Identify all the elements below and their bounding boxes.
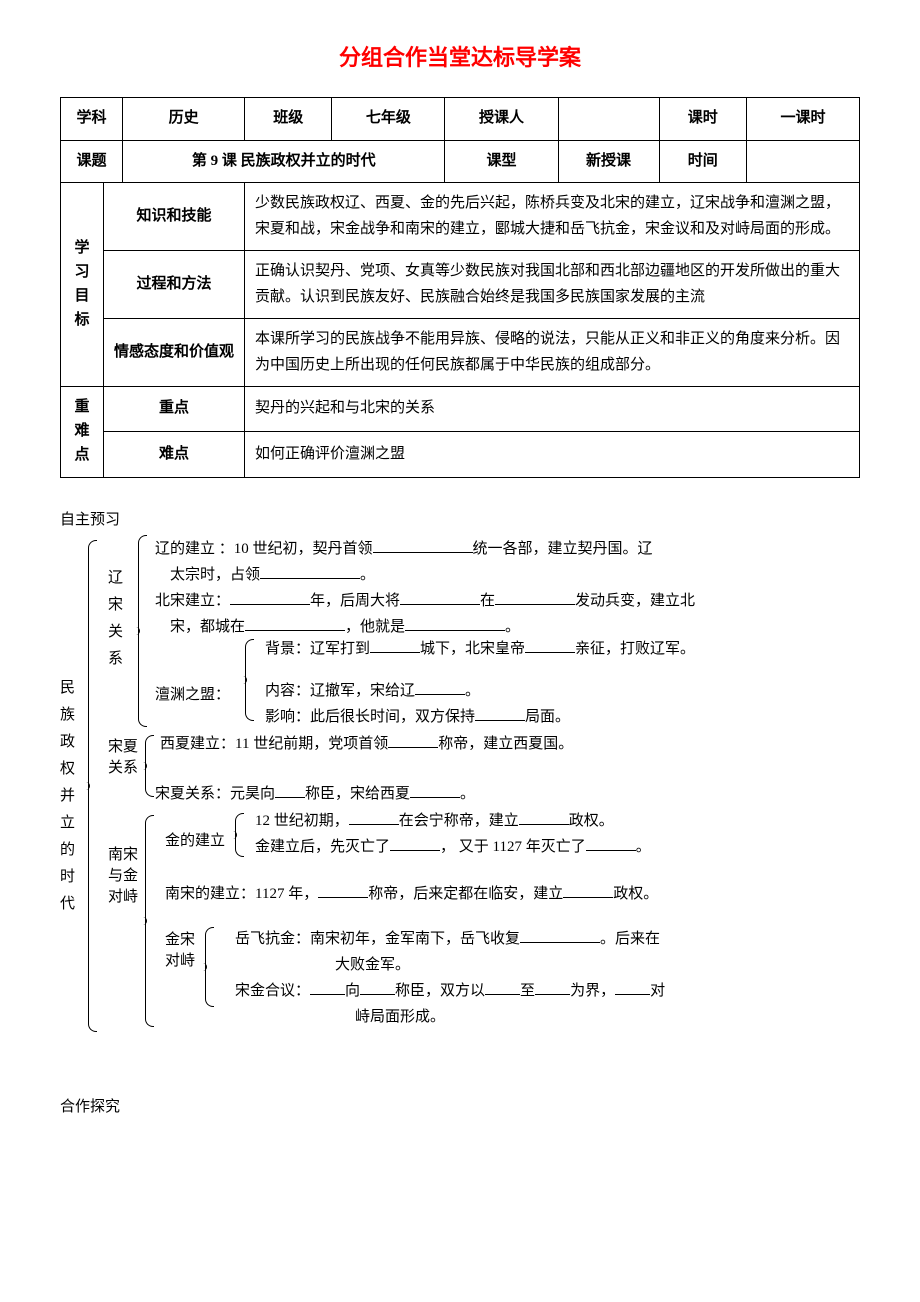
- line-heyi-1: 宋金合议：向称臣，双方以至为界，对: [235, 977, 665, 1006]
- label-time: 时间: [659, 140, 746, 183]
- table-row: 学习目标 知识和技能 少数民族政权辽、西夏、金的先后兴起，陈桥兵变及北宋的建立，…: [61, 183, 860, 251]
- table-row: 学科 历史 班级 七年级 授课人 课时 一课时: [61, 98, 860, 141]
- label-type: 课型: [445, 140, 558, 183]
- label-knowledge: 知识和技能: [104, 183, 245, 251]
- text-process: 正确认识契丹、党项、女真等少数民族对我国北部和西北部边疆地区的开发所做出的重大贡…: [245, 251, 860, 319]
- brace-chanyuan: [245, 639, 254, 721]
- value-type: 新授课: [558, 140, 659, 183]
- line-liao-1: 辽的建立 ：10 世纪初，契丹首领统一各部，建立契丹国。辽: [155, 535, 653, 564]
- label-period: 课时: [659, 98, 746, 141]
- value-class: 七年级: [332, 98, 445, 141]
- text-attitude: 本课所学习的民族战争不能用异族、侵略的说法，只能从正义和非正义的角度来分析。因为…: [245, 319, 860, 387]
- line-liao-2: 太宗时，占领。: [170, 561, 375, 590]
- line-heyi-2: 峙局面形成。: [355, 1003, 445, 1032]
- line-xixia-1: 西夏建立：11 世纪前期，党项首领称帝，建立西夏国。: [160, 730, 573, 759]
- root-label: 民族政权并立的时代: [60, 675, 75, 918]
- table-row: 过程和方法 正确认识契丹、党项、女真等少数民族对我国北部和西北部边疆地区的开发所…: [61, 251, 860, 319]
- table-row: 难点 如何正确评价澶渊之盟: [61, 432, 860, 477]
- label-attitude: 情感态度和价值观: [104, 319, 245, 387]
- line-cy-bg: 背景：辽军打到城下，北宋皇帝亲征，打败辽军。: [265, 635, 695, 664]
- brace-root: [88, 540, 97, 1032]
- value-period: 一课时: [746, 98, 859, 141]
- brace-xixia: [145, 735, 154, 797]
- table-row: 重难点 重点 契丹的兴起和与北宋的关系: [61, 387, 860, 432]
- line-cy-impact: 影响：此后很长时间，双方保持局面。: [265, 703, 570, 732]
- table-row: 情感态度和价值观 本课所学习的民族战争不能用异族、侵略的说法，只能从正义和非正义…: [61, 319, 860, 387]
- text-knowledge: 少数民族政权辽、西夏、金的先后兴起，陈桥兵变及北宋的建立，辽宋战争和澶渊之盟，宋…: [245, 183, 860, 251]
- label-keypoints: 重难点: [61, 387, 104, 478]
- label-difficulty: 难点: [104, 432, 245, 477]
- brace-jin: [145, 815, 154, 1027]
- value-time: [746, 140, 859, 183]
- value-subject: 历史: [123, 98, 245, 141]
- line-jin-2: 金建立后，先灭亡了， 又于 1127 年灭亡了。: [255, 833, 651, 862]
- label-objectives: 学习目标: [61, 183, 104, 387]
- label-process: 过程和方法: [104, 251, 245, 319]
- preview-outline: 民族政权并立的时代 辽宋关系 辽的建立 ：10 世纪初，契丹首领统一各部，建立契…: [60, 535, 860, 1075]
- line-nansong: 南宋的建立：1127 年，称帝，后来定都在临安，建立政权。: [165, 880, 658, 909]
- section-preview-label: 自主预习: [60, 508, 860, 529]
- label-subject: 学科: [61, 98, 123, 141]
- group-liaosong-label: 辽宋关系: [108, 565, 123, 673]
- label-chanyuan: 澶渊之盟：: [155, 681, 230, 710]
- group-xixia-label: 宋夏关系: [108, 737, 141, 779]
- page-title: 分组合作当堂达标导学案: [60, 40, 860, 72]
- brace-liaosong: [138, 535, 147, 727]
- brace-jin-est: [235, 813, 244, 857]
- brace-duishi: [205, 927, 214, 1007]
- line-yuefei-1: 岳飞抗金：南宋初年，金军南下，岳飞收复。后来在: [235, 925, 660, 954]
- table-row: 课题 第 9 课 民族政权并立的时代 课型 新授课 时间: [61, 140, 860, 183]
- line-cy-content: 内容：辽撤军，宋给辽。: [265, 677, 480, 706]
- line-beisong-1: 北宋建立：年，后周大将在发动兵变，建立北: [155, 587, 695, 616]
- label-key: 重点: [104, 387, 245, 432]
- lesson-info-table: 学科 历史 班级 七年级 授课人 课时 一课时 课题 第 9 课 民族政权并立的…: [60, 97, 860, 478]
- label-duishi: 金宋对峙: [165, 930, 198, 972]
- section-coop-label: 合作探究: [60, 1095, 860, 1116]
- label-jin-establish: 金的建立: [165, 827, 225, 856]
- label-class: 班级: [245, 98, 332, 141]
- line-yuefei-2: 大败金军。: [335, 951, 410, 980]
- label-topic: 课题: [61, 140, 123, 183]
- line-xixia-2: 宋夏关系：元昊向称臣，宋给西夏。: [155, 780, 475, 809]
- label-teacher: 授课人: [445, 98, 558, 141]
- line-jin-1: 12 世纪初期，在会宁称帝，建立政权。: [255, 807, 614, 836]
- value-teacher: [558, 98, 659, 141]
- text-difficulty: 如何正确评价澶渊之盟: [245, 432, 860, 477]
- value-topic: 第 9 课 民族政权并立的时代: [123, 140, 445, 183]
- group-jin-label: 南宋与金对峙: [108, 845, 141, 908]
- text-key: 契丹的兴起和与北宋的关系: [245, 387, 860, 432]
